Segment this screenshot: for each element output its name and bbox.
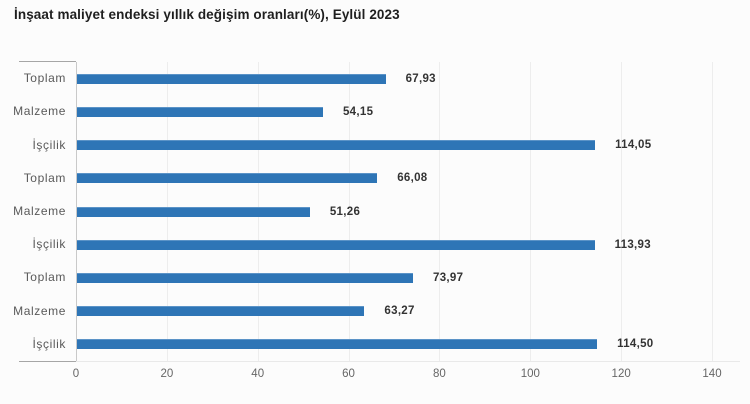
- bar-value-label: 66,08: [397, 172, 428, 185]
- category-label: Malzeme: [13, 104, 66, 119]
- bar-value-label: 67,93: [405, 72, 436, 85]
- gridline: [439, 62, 441, 361]
- y-axis-line: [76, 62, 77, 361]
- bar-value-label: 51,26: [329, 205, 361, 218]
- x-tick-label: 20: [160, 368, 174, 380]
- x-axis-baseline: [76, 361, 740, 362]
- bar-value-label: 73,97: [433, 271, 464, 284]
- bar: [77, 106, 323, 117]
- gridline: [712, 62, 713, 361]
- gridline: [348, 62, 350, 361]
- x-tick-label: 140: [702, 368, 722, 380]
- category-label: İşçilik: [32, 237, 66, 252]
- axis-top-border: [19, 61, 76, 62]
- gridline: [621, 62, 623, 361]
- category-label: Toplam: [23, 170, 66, 185]
- bar: [77, 239, 595, 250]
- category-label: İşçilik: [32, 336, 66, 351]
- bar: [77, 272, 414, 283]
- x-tick-label: 80: [433, 368, 446, 380]
- bar: [77, 339, 598, 350]
- x-tick-label: 60: [342, 368, 355, 380]
- bar: [77, 140, 596, 151]
- bar-value-label: 114,05: [615, 139, 652, 152]
- bar-value-label: 54,15: [342, 105, 374, 118]
- category-label: Toplam: [23, 270, 66, 285]
- category-label: Malzeme: [13, 204, 66, 218]
- bar: [77, 306, 365, 317]
- bar-value-label: 113,93: [614, 238, 651, 251]
- bar: [77, 206, 310, 217]
- bar-value-label: 114,50: [617, 338, 654, 351]
- bar-value-label: 63,27: [384, 305, 415, 318]
- category-label: Malzeme: [13, 303, 66, 318]
- x-tick-label: 0: [72, 368, 80, 380]
- x-tick-label: 100: [520, 368, 540, 380]
- gridline: [530, 62, 532, 361]
- chart-title: İnşaat maliyet endeksi yıllık değişim or…: [14, 7, 400, 22]
- category-label: İşçilik: [32, 137, 66, 152]
- axis-bottom-border: [19, 361, 76, 362]
- bar: [77, 173, 378, 184]
- category-label: Toplam: [23, 71, 66, 86]
- bar: [77, 73, 386, 84]
- x-tick-label: 40: [251, 368, 265, 380]
- x-tick-label: 120: [611, 368, 631, 380]
